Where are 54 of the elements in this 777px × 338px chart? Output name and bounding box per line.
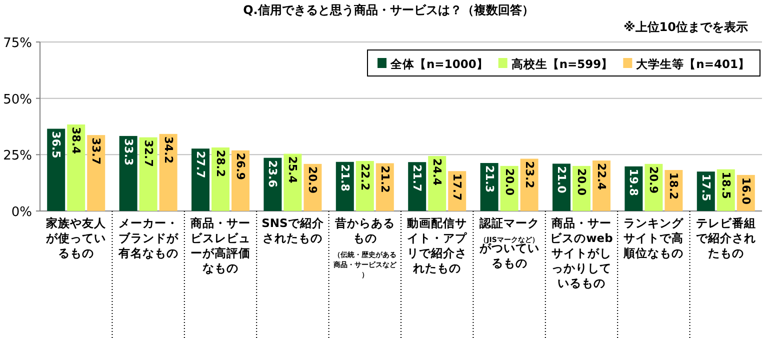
data-label: 18.5 bbox=[719, 172, 732, 199]
x-tick-label: メーカー・ブランドが有名なもの bbox=[117, 216, 180, 260]
data-label: 26.9 bbox=[234, 152, 247, 180]
legend-label: 大学生等【n=401】 bbox=[636, 57, 750, 71]
data-label: 27.7 bbox=[194, 151, 207, 178]
x-tick-label: 商品・サービスのwebサイトがしっかりしているもの bbox=[550, 216, 613, 290]
data-label: 20.0 bbox=[575, 168, 588, 196]
bar bbox=[139, 137, 158, 211]
x-tick-label: テレビ番組で紹介されたもの bbox=[696, 216, 756, 260]
data-label: 25.4 bbox=[286, 156, 300, 184]
data-label: 32.7 bbox=[142, 140, 155, 167]
data-label: 36.5 bbox=[50, 131, 63, 158]
y-tick-label: 25% bbox=[3, 148, 32, 164]
x-tick-label: 商品・サービスレビューが高評価なもの bbox=[190, 216, 250, 275]
data-label: 19.8 bbox=[627, 168, 640, 196]
data-label: 23.2 bbox=[522, 161, 536, 188]
data-label: 18.2 bbox=[667, 172, 680, 200]
text: ※上位10位までを表示 bbox=[624, 20, 748, 34]
x-tick-label: 動画配信サイト・アプリで紹介されたもの bbox=[406, 216, 468, 275]
data-label: 17.5 bbox=[699, 174, 712, 202]
data-label: 20.9 bbox=[306, 166, 320, 194]
data-label: 33.7 bbox=[90, 137, 103, 165]
data-label: 33.3 bbox=[122, 138, 135, 166]
data-label: 28.2 bbox=[214, 150, 227, 178]
data-label: 20.0 bbox=[502, 168, 516, 196]
x-tick-label: SNSで紹介されたもの bbox=[262, 216, 325, 245]
data-label: 20.9 bbox=[647, 166, 660, 194]
bar bbox=[159, 134, 178, 211]
data-label: 38.4 bbox=[70, 126, 83, 154]
data-label: 21.7 bbox=[410, 164, 424, 192]
bar bbox=[67, 124, 86, 211]
chart-title: Q.信用できると思う商品・サービスは？（複数回答） bbox=[243, 3, 534, 17]
data-label: 24.4 bbox=[430, 158, 444, 186]
y-tick-label: 0% bbox=[11, 205, 32, 220]
y-tick-label: 50% bbox=[3, 92, 32, 108]
data-label: 21.0 bbox=[555, 166, 568, 194]
data-label: 21.2 bbox=[378, 166, 392, 193]
bar bbox=[192, 148, 210, 211]
x-tick-label: ランキングサイトで高順位なもの bbox=[622, 216, 685, 260]
data-label: 22.2 bbox=[358, 163, 372, 191]
y-tick-label: 75% bbox=[3, 36, 32, 51]
data-label: 17.7 bbox=[450, 174, 464, 201]
data-label: 21.8 bbox=[338, 164, 352, 192]
data-label: 34.2 bbox=[162, 136, 175, 164]
data-label: 16.0 bbox=[739, 177, 752, 205]
x-tick-label: 家族や友人が使っているもの bbox=[45, 216, 108, 260]
bar bbox=[119, 136, 138, 211]
legend-label: 高校生【n=599】 bbox=[511, 57, 614, 71]
data-label: 23.6 bbox=[266, 160, 280, 188]
data-label: 21.3 bbox=[482, 165, 496, 193]
legend-label: 全体【n=1000】 bbox=[390, 57, 488, 71]
bar bbox=[87, 135, 106, 211]
bar bbox=[47, 128, 66, 211]
data-label: 22.4 bbox=[595, 162, 608, 190]
